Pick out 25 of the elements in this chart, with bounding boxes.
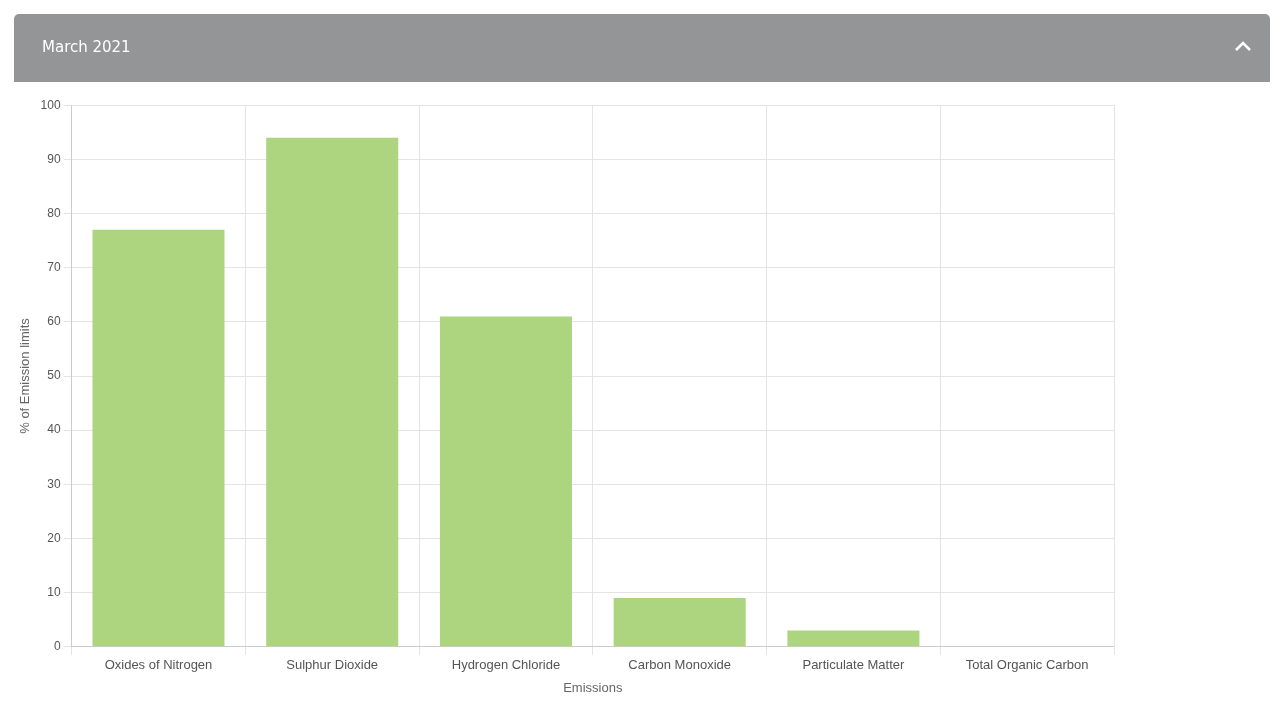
- x-tick-label: Oxides of Nitrogen: [104, 657, 213, 673]
- bar: [266, 137, 399, 647]
- y-tick-label: 30: [47, 476, 61, 491]
- bar: [787, 630, 920, 647]
- x-axis-title: Emissions: [563, 679, 623, 695]
- y-tick-label: 100: [40, 97, 61, 112]
- y-axis-title: % of Emission limits: [17, 317, 33, 434]
- y-tick-label: 90: [47, 151, 61, 166]
- y-tick-label: 60: [47, 314, 61, 329]
- x-tick-label: Total Organic Carbon: [965, 657, 1089, 673]
- y-tick-label: 20: [47, 530, 61, 545]
- x-tick-label: Hydrogen Chloride: [451, 657, 561, 673]
- bar: [92, 229, 225, 647]
- x-tick-label: Particulate Matter: [802, 657, 906, 673]
- y-tick-label: 70: [47, 259, 61, 274]
- y-tick-label: 0: [53, 639, 61, 654]
- y-tick-label: 40: [47, 422, 61, 437]
- y-tick-label: 50: [47, 368, 61, 383]
- y-tick-label: 10: [47, 584, 61, 599]
- x-tick-label: Carbon Monoxide: [628, 657, 731, 673]
- chart-title: March 2021: [42, 38, 131, 56]
- x-tick-label: Sulphur Dioxide: [286, 657, 379, 673]
- bar: [439, 316, 572, 647]
- bar: [613, 598, 746, 647]
- y-tick-label: 80: [47, 205, 61, 220]
